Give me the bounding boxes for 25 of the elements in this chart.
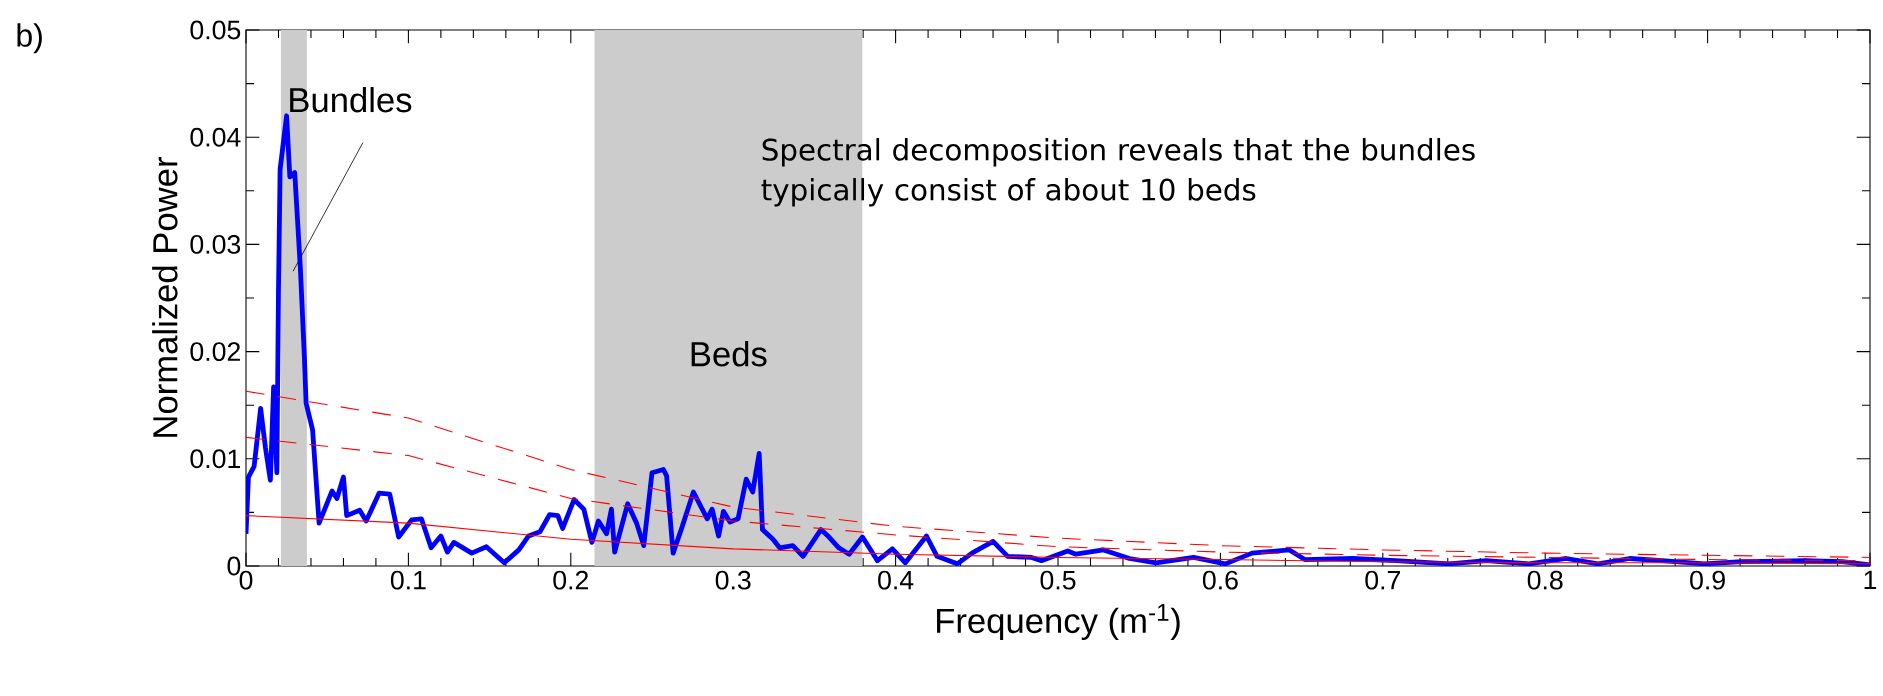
y-tick-label: 0.03 bbox=[190, 234, 241, 254]
y-tick-label: 0.01 bbox=[190, 449, 240, 469]
text: b) bbox=[17, 23, 42, 54]
annotation: Spectral decomposition reveals that the bundles typically consist of about 10 beds bbox=[761, 138, 1475, 207]
x-tick-label: 0.8 bbox=[1527, 570, 1563, 590]
line-series bbox=[246, 113, 1871, 566]
x-tick-label: 0.4 bbox=[878, 570, 914, 590]
y-axis-title: Normalized Power bbox=[152, 157, 178, 437]
band-label: Beds bbox=[691, 341, 767, 367]
x-tick-label: 0.9 bbox=[1690, 570, 1725, 590]
x-tick-label: 0.7 bbox=[1365, 570, 1400, 590]
y-tick-label: 0.05 bbox=[190, 20, 241, 40]
y-tick-label: 0.02 bbox=[190, 342, 240, 362]
line-series bbox=[246, 390, 1871, 558]
x-tick-label: 1 bbox=[1864, 570, 1877, 590]
line-series bbox=[246, 436, 1871, 562]
band-label: Bundles bbox=[290, 86, 412, 113]
y-tick-label: 0.04 bbox=[190, 127, 241, 147]
x-axis-title: Frequency (m$^{-1}$) bbox=[937, 604, 1180, 641]
x-tick-label: 0.6 bbox=[1202, 570, 1238, 590]
x-tick-label: 0.1 bbox=[390, 570, 426, 590]
x-tick-label: 0.2 bbox=[553, 570, 588, 590]
y-tick-label: 0 bbox=[227, 556, 241, 576]
x-tick-label: 0.5 bbox=[1040, 570, 1076, 590]
x-tick-label: 0.3 bbox=[715, 570, 751, 590]
